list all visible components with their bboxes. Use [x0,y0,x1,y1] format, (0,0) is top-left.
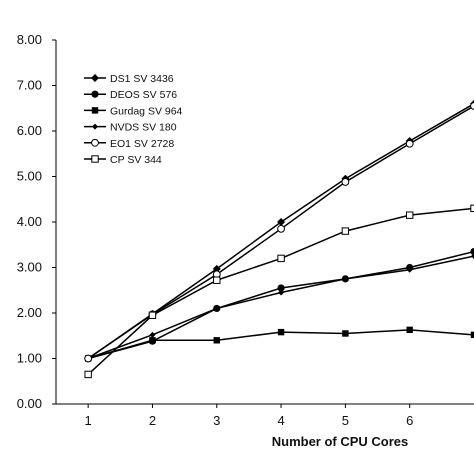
legend-marker [91,90,99,98]
x-tick-label: 5 [342,413,349,428]
data-point [84,370,92,379]
y-tick-label: 6.00 [17,123,42,138]
y-tick-label: 1.00 [17,351,42,366]
legend: DS1 SV 3436 DEOS SV 576 Gurdag SV 964 NVDS … [84,73,183,166]
y-tick-label: 3.00 [17,260,42,275]
legend-item: DS1 SV 3436 [84,73,174,85]
series-layer [84,99,474,379]
legend-marker [92,123,98,130]
x-tick-label: 1 [85,413,92,428]
legend-marker [91,74,99,82]
y-tick-label: 5.00 [17,169,42,184]
legend-item: CP SV 344 [84,154,162,166]
legend-item: Gurdag SV 964 [84,105,183,117]
data-point [470,331,474,339]
data-point [277,224,285,233]
x-tick-label: 4 [277,413,284,428]
x-tick-label: 2 [149,413,156,428]
data-point [213,337,220,344]
data-point [277,254,285,263]
y-tick-group: 0.00 1.00 2.00 3.00 4.00 5.00 6.00 7.00 8.00 [17,32,56,411]
legend-label: EO1 SV 2728 [110,138,174,150]
y-tick-label: 8.00 [17,32,42,47]
data-point [406,266,413,273]
legend-marker [91,155,99,163]
data-point [342,330,349,337]
data-point [405,211,414,219]
data-point [341,227,350,235]
data-point [406,326,413,334]
y-tick-label: 0.00 [17,396,42,411]
data-point [278,289,285,296]
data-point [148,311,157,319]
legend-item: EO1 SV 2728 [84,138,174,150]
series-3 [85,253,474,362]
legend-label: NVDS SV 180 [110,122,177,134]
series-5 [84,204,474,379]
data-point [277,328,285,336]
legend-marker [91,107,99,114]
plot-area: 0.00 1.00 2.00 3.00 4.00 5.00 6.00 7.00 8.00 1 2 3… [17,32,474,428]
data-point [342,275,349,282]
x-tick-group: 1 2 3 4 5 6 [85,404,413,428]
legend-label: DS1 SV 3436 [110,73,174,85]
data-point [405,139,414,148]
data-point [149,331,156,338]
x-tick-label: 6 [406,413,413,428]
data-point [213,276,221,284]
y-tick-label: 4.00 [17,214,42,229]
y-tick-label: 2.00 [17,305,42,320]
legend-label: CP SV 344 [110,154,162,166]
data-point [470,102,474,110]
x-axis-title: Number of CPU Cores [272,434,409,449]
y-tick-label: 7.00 [17,78,42,93]
data-point [471,253,474,260]
legend-label: DEOS SV 576 [110,89,177,101]
data-point [212,264,221,273]
data-point [341,178,350,186]
legend-item: DEOS SV 576 [84,89,177,101]
legend-label: Gurdag SV 964 [110,105,183,117]
legend-item: NVDS SV 180 [84,122,177,134]
data-point [213,305,220,312]
data-point [470,247,474,256]
series-1 [84,247,474,363]
data-point [277,284,285,292]
data-point [277,218,286,226]
data-point [84,354,93,363]
legend-marker [91,138,99,147]
x-tick-label: 3 [213,413,220,428]
data-point [149,337,156,344]
